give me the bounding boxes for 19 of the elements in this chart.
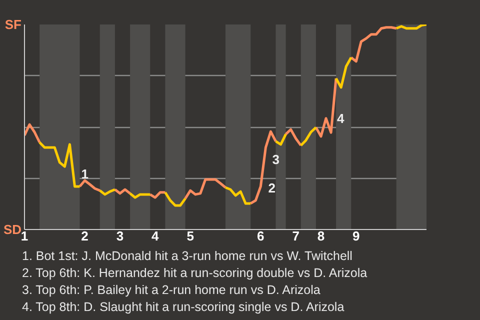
x-tick-label: 9: [352, 228, 360, 244]
text: SD: [3, 222, 22, 237]
text: 1. Bot 1st: J. McDonald hit a 3-run home run vs W. Twitchell: [22, 248, 354, 265]
x-tick-label: 5: [186, 228, 194, 244]
x-tick-label: 4: [152, 228, 160, 244]
annotation: 3: [272, 152, 280, 167]
text: 2. Top 6th: K. Hernandez hit a run-scoring double vs D. Arizola: [22, 265, 368, 282]
annotation: 1: [81, 166, 89, 182]
x-tick-label: 3: [116, 228, 124, 244]
text: 3. Top 6th: P. Bailey hit a 2-run home run vs D. Arizola: [22, 282, 322, 299]
x-tick-label: 1: [20, 228, 28, 244]
annotation: 4: [337, 110, 346, 126]
x-tick-label: 2: [81, 228, 88, 244]
text: 4. Top 8th: D. Slaught hit a run-scoring single vs D. Arizola: [22, 299, 346, 316]
annotation: 2: [268, 180, 276, 196]
x-tick-label: 8: [317, 228, 325, 244]
text: SF: [4, 17, 22, 32]
x-tick-label: 6: [257, 228, 264, 244]
x-tick-label: 7: [292, 228, 300, 244]
